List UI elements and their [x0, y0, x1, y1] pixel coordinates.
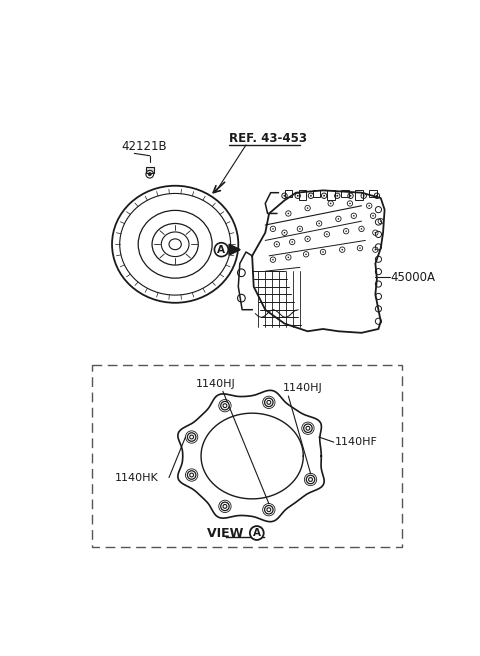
Circle shape: [306, 475, 315, 483]
Circle shape: [337, 218, 339, 220]
Text: A: A: [217, 245, 225, 255]
Circle shape: [349, 203, 351, 204]
Circle shape: [284, 195, 286, 197]
Circle shape: [291, 241, 293, 243]
Circle shape: [323, 195, 325, 197]
Circle shape: [341, 249, 343, 251]
Text: 1140HF: 1140HF: [335, 437, 377, 447]
Circle shape: [284, 232, 285, 234]
Circle shape: [304, 424, 312, 432]
Circle shape: [307, 238, 308, 239]
Circle shape: [215, 243, 228, 256]
Text: REF. 43-453: REF. 43-453: [229, 132, 307, 145]
Circle shape: [272, 228, 274, 230]
Circle shape: [374, 232, 376, 234]
Bar: [285, 190, 292, 197]
Circle shape: [148, 173, 151, 176]
Bar: [369, 190, 377, 197]
Bar: [355, 190, 363, 199]
Circle shape: [221, 502, 229, 510]
Circle shape: [264, 398, 273, 407]
Circle shape: [363, 195, 365, 197]
Bar: [313, 190, 321, 197]
Circle shape: [318, 222, 320, 224]
Bar: [327, 190, 335, 199]
Bar: [146, 167, 154, 173]
Text: A: A: [253, 528, 261, 539]
Circle shape: [372, 215, 374, 216]
Bar: [341, 190, 348, 197]
Circle shape: [353, 215, 355, 216]
Circle shape: [330, 203, 332, 204]
Circle shape: [380, 220, 382, 222]
Circle shape: [250, 526, 264, 540]
Circle shape: [187, 433, 196, 441]
Circle shape: [322, 251, 324, 253]
Circle shape: [345, 230, 347, 232]
Circle shape: [349, 195, 351, 197]
Circle shape: [305, 253, 307, 255]
Circle shape: [288, 256, 289, 258]
Text: 1140HK: 1140HK: [115, 472, 159, 483]
Circle shape: [369, 205, 370, 207]
Text: 1140HJ: 1140HJ: [196, 379, 236, 389]
Text: 1140HJ: 1140HJ: [283, 383, 323, 394]
Circle shape: [187, 471, 196, 480]
Text: 45000A: 45000A: [391, 271, 436, 284]
Circle shape: [336, 195, 338, 197]
Circle shape: [326, 234, 328, 235]
Bar: [92, 365, 402, 547]
Circle shape: [376, 195, 378, 197]
Text: 42121B: 42121B: [121, 140, 167, 154]
Circle shape: [221, 401, 229, 410]
Circle shape: [264, 506, 273, 514]
Circle shape: [297, 195, 299, 197]
Circle shape: [361, 228, 362, 230]
Circle shape: [288, 213, 289, 215]
Circle shape: [276, 243, 277, 245]
Bar: [299, 190, 306, 199]
Circle shape: [359, 247, 361, 249]
Circle shape: [310, 195, 312, 197]
Circle shape: [374, 249, 376, 251]
Text: VIEW: VIEW: [207, 527, 248, 539]
Circle shape: [307, 207, 308, 209]
Circle shape: [299, 228, 300, 230]
Circle shape: [272, 259, 274, 260]
